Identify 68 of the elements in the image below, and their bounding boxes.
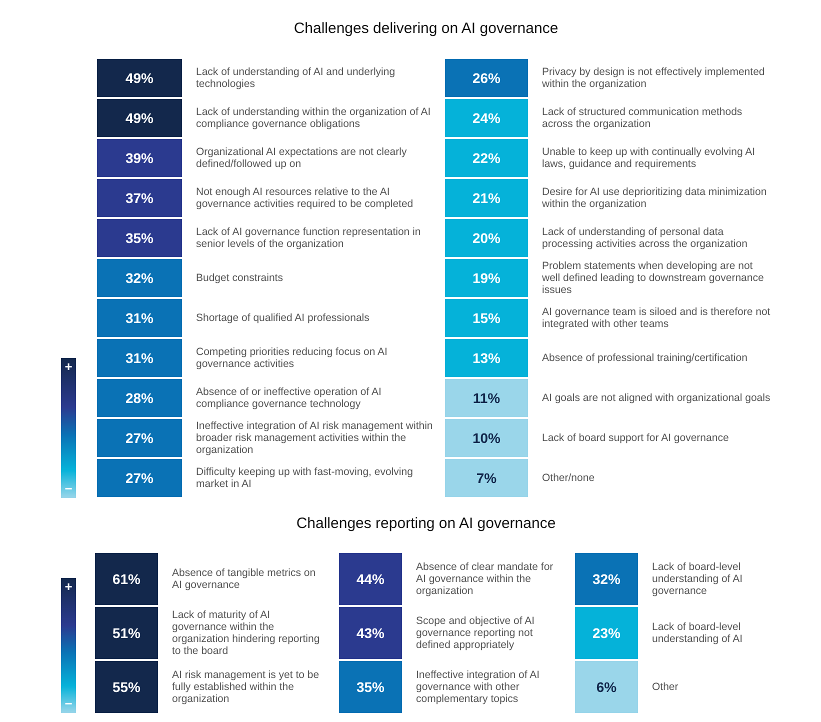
category-label: Problem statements when developing are not well defined leading to downstream governance issues: [542, 260, 765, 296]
category-label: Privacy by design is not effectively implemented within the organization: [542, 66, 766, 90]
data-label: 32%: [97, 259, 182, 297]
data-label: 31%: [97, 299, 182, 337]
data-label: 27%: [97, 419, 182, 457]
category-label: AI risk management is yet to be fully established within the organization: [172, 669, 320, 705]
data-label: 27%: [97, 459, 182, 497]
category-label: Competing priorities reducing focus on AI governance activities: [196, 346, 388, 370]
data-label: 21%: [445, 179, 528, 217]
data-label: 11%: [445, 379, 528, 417]
category-label: Difficulty keeping up with fast-moving, evolving market in AI: [196, 466, 414, 490]
data-label: 10%: [445, 419, 528, 457]
category-label: Unable to keep up with continually evolving AI laws, guidance and requirements: [542, 146, 756, 170]
data-label: 7%: [445, 459, 528, 497]
text: Challenges delivering on AI governance: [292, 20, 560, 37]
data-label: 24%: [445, 99, 528, 137]
category-label: AI governance team is siloed and is therefore not integrated with other teams: [542, 306, 772, 330]
data-label: 35%: [97, 219, 182, 257]
category-label: Lack of board support for AI governance: [542, 432, 729, 444]
data-label: 32%: [575, 553, 638, 605]
data-label: 55%: [95, 661, 158, 713]
data-label: 31%: [97, 339, 182, 377]
category-label: Lack of understanding of AI and underlying technologies: [196, 66, 396, 90]
data-label: 37%: [97, 179, 182, 217]
category-label: Lack of board-level understanding of AI governance: [652, 561, 744, 597]
category-label: Scope and objective of AI governance reporting not defined appropriately: [416, 615, 536, 651]
text: +: [64, 359, 74, 375]
category-label: Lack of AI governance function representation in senior levels of the organization: [196, 226, 422, 250]
data-label: 19%: [445, 259, 528, 297]
category-label: Organizational AI expectations are not clearly defined/followed up on: [196, 146, 408, 170]
category-label: Desire for AI use deprioritizing data minimization within the organization: [542, 186, 768, 210]
category-label: Lack of board-level understanding of AI: [652, 621, 744, 645]
data-label: 6%: [575, 661, 638, 713]
data-label: 20%: [445, 219, 528, 257]
data-label: 39%: [97, 139, 182, 177]
category-label: Other: [652, 681, 678, 693]
category-label: AI goals are not aligned with organizational goals: [542, 392, 770, 404]
data-label: 15%: [445, 299, 528, 337]
category-label: Absence of professional training/certification: [542, 352, 748, 364]
data-label: 13%: [445, 339, 528, 377]
category-label: Shortage of qualified AI professionals: [196, 312, 370, 324]
category-label: Absence of tangible metrics on AI governance: [172, 567, 317, 591]
category-label: Other/none: [542, 472, 595, 484]
data-label: 26%: [445, 59, 528, 97]
data-label: 35%: [339, 661, 402, 713]
data-label: 44%: [339, 553, 402, 605]
text: +: [64, 579, 74, 595]
category-label: Lack of understanding of personal data processing activities across the organization: [542, 226, 748, 250]
data-label: 28%: [97, 379, 182, 417]
data-label: 49%: [97, 99, 182, 137]
category-label: Lack of structured communication methods across the organization: [542, 106, 744, 130]
category-label: Lack of maturity of AI governance within the organization hindering reporting to the board: [172, 609, 320, 657]
data-label: 51%: [95, 607, 158, 659]
text: Challenges reporting on AI governance: [295, 515, 557, 532]
text: −: [64, 696, 74, 712]
category-label: Budget constraints: [196, 272, 283, 284]
category-label: Lack of understanding within the organization of AI compliance governance obligations: [196, 106, 432, 130]
category-label: Ineffective integration of AI governance with other complementary topics: [416, 669, 541, 705]
data-label: 22%: [445, 139, 528, 177]
category-label: Not enough AI resources relative to the AI governance activities required to be completed: [196, 186, 414, 210]
category-label: Ineffective integration of AI risk management within broader risk management activities within the organization: [196, 420, 434, 456]
category-label: Absence of clear mandate for AI governance within the organization: [416, 561, 554, 597]
data-label: 49%: [97, 59, 182, 97]
data-label: 43%: [339, 607, 402, 659]
data-label: 23%: [575, 607, 638, 659]
data-label: 61%: [95, 553, 158, 605]
text: −: [64, 481, 74, 497]
category-label: Absence of or ineffective operation of AI compliance governance technology: [196, 386, 382, 410]
